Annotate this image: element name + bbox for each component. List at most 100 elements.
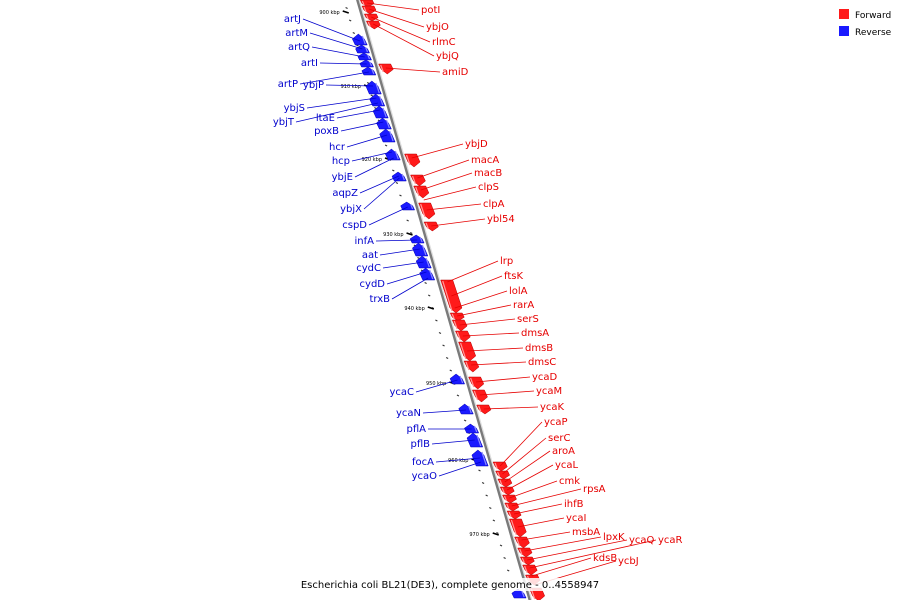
gene-label-macB[interactable]: macB [474, 168, 502, 179]
gene-label-rpsA[interactable]: rpsA [583, 484, 606, 495]
gene-label-kdsB[interactable]: kdsB [593, 553, 617, 564]
gene-label-pflB[interactable]: pflB [410, 439, 430, 450]
gene-leader-line [325, 84, 374, 87]
gene-label-ybl54[interactable]: ybl54 [487, 214, 515, 225]
gene-label-dmsB[interactable]: dmsB [525, 343, 553, 354]
reverse-feature-highlight [425, 257, 430, 268]
reverse-feature-highlight [375, 82, 380, 94]
gene-label-pflA[interactable]: pflA [407, 424, 427, 435]
gene-label-ybjX[interactable]: ybjX [340, 204, 362, 215]
gene-label-lolA[interactable]: lolA [509, 286, 528, 297]
gene-leader-line [513, 503, 563, 515]
tick-label: 900 kbp [319, 10, 339, 16]
forward-feature-highlight [510, 519, 517, 536]
gene-label-ycaO[interactable]: ycaO [412, 471, 438, 482]
gene-leader-line [367, 2, 420, 11]
gene-label-ybjO[interactable]: ybjO [426, 22, 449, 33]
gene-label-ycaK[interactable]: ycaK [540, 402, 565, 413]
gene-label-rlmC[interactable]: rlmC [432, 37, 456, 48]
gene-label-ftsK[interactable]: ftsK [504, 271, 523, 282]
minor-tick [392, 169, 395, 172]
gene-label-ycaP[interactable]: ycaP [544, 417, 568, 428]
gene-label-serS[interactable]: serS [517, 314, 539, 325]
forward-feature [418, 202, 436, 220]
gene-label-artP[interactable]: artP [278, 79, 298, 90]
gene-label-aroA[interactable]: aroA [552, 446, 575, 457]
gene-label-aat[interactable]: aat [362, 250, 378, 261]
forward-feature-highlight [503, 495, 508, 502]
gene-label-rarA[interactable]: rarA [513, 300, 534, 311]
gene-label-ybjD[interactable]: ybjD [465, 139, 488, 150]
minor-tick [370, 94, 373, 97]
gene-label-serC[interactable]: serC [548, 433, 570, 444]
gene-leader-line [521, 531, 571, 541]
gene-label-ltaE[interactable]: ltaE [316, 113, 335, 124]
gene-label-ihfB[interactable]: ihfB [564, 499, 584, 510]
forward-feature [410, 174, 426, 187]
reverse-feature [458, 403, 474, 415]
gene-label-potI[interactable]: potI [421, 5, 440, 16]
gene-label-ycaN[interactable]: ycaN [396, 408, 421, 419]
gene-label-focA[interactable]: focA [412, 457, 434, 468]
minor-tick [345, 7, 348, 9]
forward-feature-highlight [425, 222, 429, 230]
minor-tick [463, 419, 467, 422]
gene-label-clpA[interactable]: clpA [483, 199, 505, 210]
backbone-layer [356, 0, 533, 600]
gene-label-ycaL[interactable]: ycaL [555, 460, 579, 471]
legend-swatch-reverse [839, 26, 849, 36]
gene-label-cspD[interactable]: cspD [342, 220, 367, 231]
gene-label-ybjP[interactable]: ybjP [303, 80, 324, 91]
gene-label-ybjS[interactable]: ybjS [284, 103, 305, 114]
gene-label-ycaD[interactable]: ycaD [532, 372, 558, 383]
gene-label-aqpZ[interactable]: aqpZ [332, 188, 358, 199]
gene-label-msbA[interactable]: msbA [572, 527, 600, 538]
minor-tick [352, 32, 356, 34]
gene-label-ybjQ[interactable]: ybjQ [436, 51, 459, 62]
gene-label-cydC[interactable]: cydC [356, 263, 381, 274]
gene-label-dmsA[interactable]: dmsA [521, 328, 549, 339]
gene-label-artQ[interactable]: artQ [288, 42, 310, 53]
gene-label-cydD[interactable]: cydD [360, 279, 386, 290]
gene-label-hcr[interactable]: hcr [329, 142, 346, 153]
gene-label-cmk[interactable]: cmk [559, 476, 580, 487]
forward-feature-highlight [456, 331, 461, 341]
minor-tick [485, 494, 488, 497]
forward-feature [509, 518, 527, 538]
gene-label-lrp[interactable]: lrp [500, 256, 513, 267]
gene-label-ycaI[interactable]: ycaI [566, 513, 587, 524]
gene-label-infA[interactable]: infA [355, 236, 375, 247]
minor-tick [384, 144, 388, 147]
tick-label: 910 kbp [341, 84, 361, 90]
gene-label-dmsC[interactable]: dmsC [528, 357, 556, 368]
reverse-feature [415, 255, 432, 269]
gene-leader-line [426, 203, 482, 211]
gene-label-clpS[interactable]: clpS [478, 182, 499, 193]
gene-label-artJ[interactable]: artJ [284, 14, 301, 25]
gene-label-ybjE[interactable]: ybjE [332, 172, 353, 183]
gene-label-poxB[interactable]: poxB [314, 126, 339, 137]
forward-feature-highlight [473, 390, 479, 401]
minor-tick [478, 469, 481, 472]
minor-tick [435, 319, 438, 322]
gene-label-macA[interactable]: macA [471, 155, 499, 166]
forward-feature-highlight [494, 462, 498, 470]
gene-leader-line [506, 464, 554, 491]
gene-label-hcp[interactable]: hcp [332, 156, 350, 167]
reverse-feature [466, 432, 484, 448]
gene-label-amiD[interactable]: amiD [442, 67, 469, 78]
gene-label-ycaM[interactable]: ycaM [536, 386, 562, 397]
reverse-feature-highlight [364, 46, 369, 53]
gene-label-lpxK[interactable]: lpxK [603, 532, 625, 543]
gene-label-ybjT[interactable]: ybjT [273, 117, 295, 128]
gene-label-artM[interactable]: artM [285, 28, 308, 39]
gene-label-ycaR[interactable]: ycaR [658, 535, 683, 546]
gene-label-ycaC[interactable]: ycaC [389, 387, 414, 398]
gene-label-ycaQ[interactable]: ycaQ [629, 535, 655, 546]
forward-feature-highlight [365, 14, 369, 20]
gene-label-trxB[interactable]: trxB [369, 294, 390, 305]
gene-label-ycbJ[interactable]: ycbJ [618, 556, 639, 567]
gene-label-artI[interactable]: artI [301, 58, 318, 69]
minor-tick [424, 282, 427, 284]
reverse-feature [471, 449, 489, 467]
